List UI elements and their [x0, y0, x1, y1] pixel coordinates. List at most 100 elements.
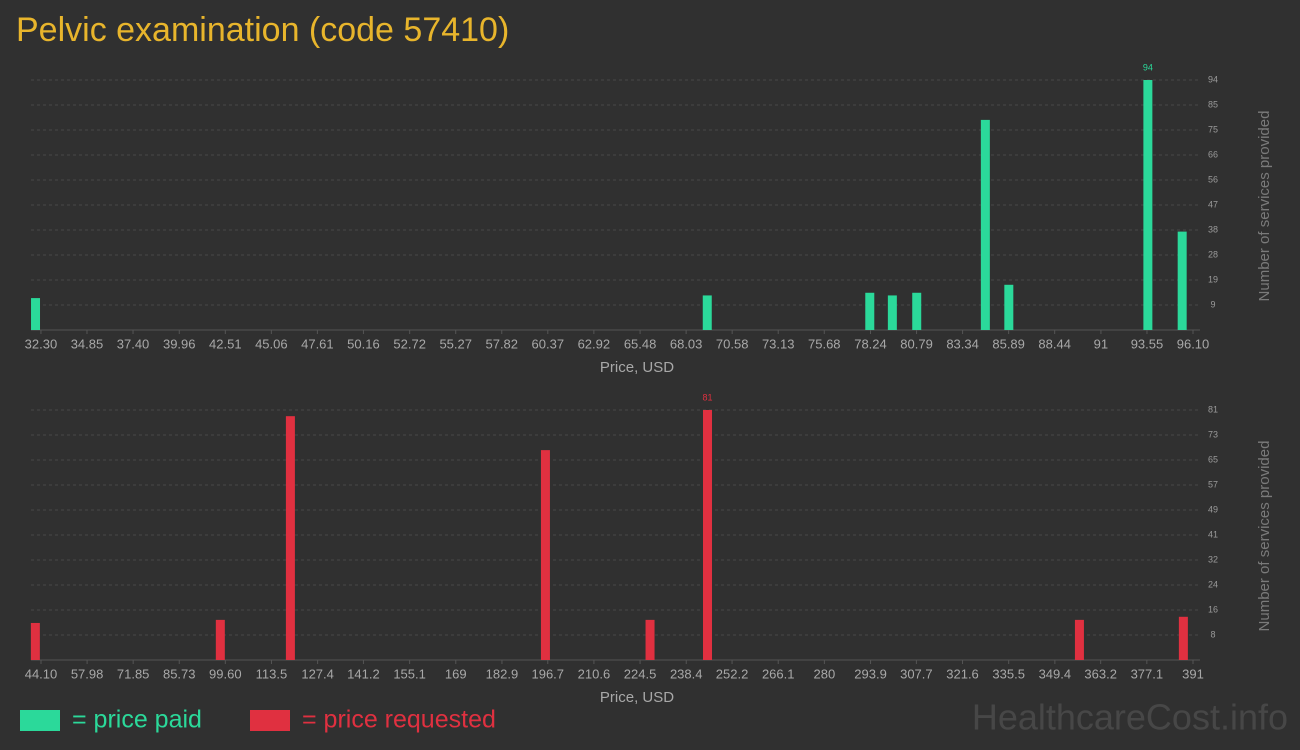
y-tick-label: 73 — [1208, 429, 1218, 439]
x-tick-label: 363.2 — [1084, 666, 1117, 681]
bar — [1143, 80, 1153, 330]
x-tick-label: 73.13 — [762, 336, 795, 351]
x-tick-label: 52.72 — [393, 336, 426, 351]
y-axis-title: Number of services provided — [1256, 111, 1273, 302]
x-tick-label: 280 — [814, 666, 836, 681]
x-tick-label: 182.9 — [486, 666, 519, 681]
x-tick-label: 47.61 — [301, 336, 334, 351]
bar — [1004, 284, 1014, 330]
x-tick-label: 113.5 — [256, 666, 288, 681]
x-tick-label: 377.1 — [1131, 666, 1164, 681]
legend-label: = price requested — [302, 706, 496, 734]
bar — [702, 295, 712, 330]
bar — [540, 450, 550, 660]
x-tick-label: 85.89 — [992, 336, 1025, 351]
y-tick-label: 41 — [1208, 529, 1218, 539]
x-tick-label: 293.9 — [854, 666, 887, 681]
x-tick-label: 141.2 — [347, 666, 380, 681]
x-tick-label: 266.1 — [762, 666, 795, 681]
x-tick-label: 44.10 — [25, 666, 58, 681]
x-tick-label: 224.5 — [624, 666, 657, 681]
y-tick-label: 49 — [1208, 504, 1218, 514]
x-tick-label: 50.16 — [347, 336, 380, 351]
x-tick-label: 307.7 — [900, 666, 933, 681]
bar — [980, 119, 990, 330]
x-tick-label: 55.27 — [439, 336, 472, 351]
x-tick-label: 45.06 — [255, 336, 288, 351]
y-tick-label: 81 — [1208, 404, 1218, 414]
x-tick-label: 37.40 — [117, 336, 150, 351]
y-tick-label: 19 — [1208, 274, 1218, 284]
bar — [645, 619, 655, 660]
chart-title: Pelvic examination (code 57410) — [16, 11, 509, 49]
y-tick-label: 38 — [1208, 224, 1218, 234]
y-axis-title: Number of services provided — [1256, 441, 1273, 632]
x-tick-label: 83.34 — [946, 336, 979, 351]
y-tick-label: 57 — [1208, 479, 1218, 489]
bar — [215, 619, 225, 660]
y-tick-label: 8 — [1210, 629, 1215, 639]
value-label: 81 — [702, 392, 712, 402]
y-tick-label: 32 — [1208, 554, 1218, 564]
legend-swatch — [20, 710, 60, 731]
x-tick-label: 127.4 — [301, 666, 334, 681]
x-tick-label: 65.48 — [624, 336, 657, 351]
x-tick-label: 34.85 — [71, 336, 104, 351]
legend-swatch — [250, 710, 290, 731]
y-tick-label: 9 — [1210, 299, 1215, 309]
bar — [1177, 231, 1187, 330]
x-tick-label: 80.79 — [900, 336, 933, 351]
x-tick-label: 85.73 — [163, 666, 196, 681]
bar — [1074, 619, 1084, 660]
x-tick-label: 321.6 — [946, 666, 979, 681]
bar — [31, 298, 41, 330]
x-tick-label: 62.92 — [578, 336, 611, 351]
x-axis-title: Price, USD — [600, 689, 674, 706]
y-tick-label: 24 — [1208, 579, 1218, 589]
x-tick-label: 391 — [1182, 666, 1204, 681]
bar — [702, 410, 712, 660]
x-axis-title: Price, USD — [600, 359, 674, 376]
y-tick-label: 65 — [1208, 454, 1218, 464]
bar — [912, 292, 922, 330]
x-tick-label: 68.03 — [670, 336, 703, 351]
x-tick-label: 32.30 — [25, 336, 58, 351]
y-tick-label: 85 — [1208, 99, 1218, 109]
x-tick-label: 91 — [1094, 336, 1108, 351]
y-tick-label: 16 — [1208, 604, 1218, 614]
y-tick-label: 66 — [1208, 149, 1218, 159]
bar — [30, 622, 40, 660]
x-tick-label: 96.10 — [1177, 336, 1210, 351]
x-tick-label: 335.5 — [992, 666, 1025, 681]
x-tick-label: 169 — [445, 666, 467, 681]
x-tick-label: 57.82 — [485, 336, 518, 351]
x-tick-label: 42.51 — [209, 336, 242, 351]
x-tick-label: 78.24 — [854, 336, 887, 351]
legend-label: = price paid — [72, 706, 202, 734]
x-tick-label: 70.58 — [716, 336, 749, 351]
bar — [1178, 616, 1188, 660]
y-tick-label: 75 — [1208, 124, 1218, 134]
x-tick-label: 196.7 — [531, 666, 564, 681]
x-tick-label: 39.96 — [163, 336, 196, 351]
x-tick-label: 93.55 — [1131, 336, 1164, 351]
x-tick-label: 75.68 — [808, 336, 841, 351]
x-tick-label: 252.2 — [716, 666, 749, 681]
x-tick-label: 210.6 — [578, 666, 611, 681]
y-tick-label: 56 — [1208, 174, 1218, 184]
x-tick-label: 60.37 — [532, 336, 565, 351]
y-tick-label: 94 — [1208, 74, 1218, 84]
value-label: 94 — [1143, 62, 1153, 72]
bar — [887, 295, 897, 330]
x-tick-label: 99.60 — [209, 666, 242, 681]
x-tick-label: 71.85 — [117, 666, 150, 681]
watermark: HealthcareCost.info — [972, 697, 1288, 738]
x-tick-label: 88.44 — [1038, 336, 1071, 351]
x-tick-label: 57.98 — [71, 666, 104, 681]
y-tick-label: 47 — [1208, 199, 1218, 209]
x-tick-label: 349.4 — [1039, 666, 1072, 681]
bar — [285, 416, 295, 660]
y-tick-label: 28 — [1208, 249, 1218, 259]
